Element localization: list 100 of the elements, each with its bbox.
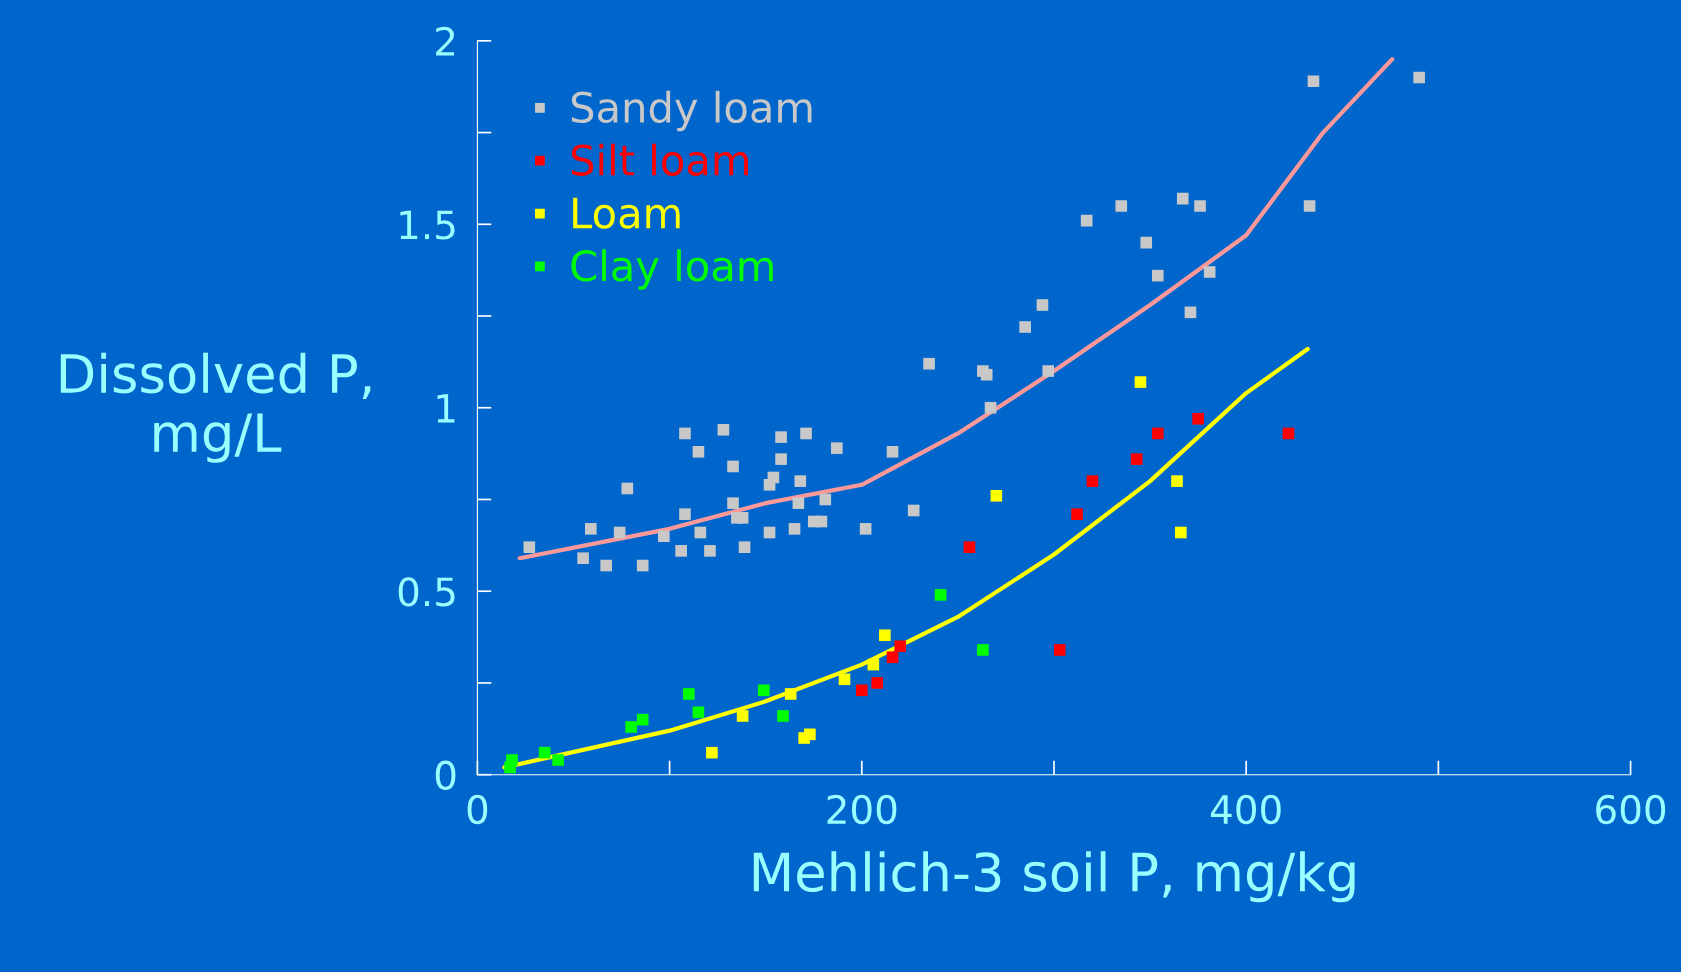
point bbox=[636, 559, 649, 572]
point bbox=[867, 658, 880, 671]
point bbox=[1080, 214, 1093, 227]
x-tick-label: 600 bbox=[1596, 794, 1666, 825]
point bbox=[1171, 475, 1183, 487]
point bbox=[800, 427, 812, 440]
point bbox=[977, 644, 989, 656]
point bbox=[679, 427, 691, 440]
point bbox=[1413, 71, 1425, 84]
point bbox=[727, 497, 739, 509]
point bbox=[584, 523, 597, 535]
point bbox=[694, 526, 707, 539]
point bbox=[894, 640, 907, 653]
point bbox=[886, 651, 899, 664]
point bbox=[831, 442, 843, 454]
legend-label: Sandy loam bbox=[571, 90, 812, 132]
point bbox=[763, 526, 776, 539]
point bbox=[1151, 269, 1164, 282]
point bbox=[736, 710, 749, 722]
x-tick-label: 400 bbox=[1210, 794, 1281, 825]
point bbox=[1042, 365, 1055, 377]
point bbox=[1130, 453, 1143, 465]
point bbox=[1140, 236, 1153, 249]
point bbox=[523, 541, 536, 553]
point bbox=[1151, 427, 1164, 440]
point bbox=[934, 589, 947, 601]
point bbox=[980, 368, 993, 381]
point bbox=[871, 677, 883, 689]
point bbox=[879, 629, 891, 642]
y-tick-label: 1.5 bbox=[400, 210, 455, 240]
point bbox=[1071, 508, 1083, 520]
point bbox=[658, 530, 670, 542]
point bbox=[1184, 306, 1197, 319]
point bbox=[1176, 192, 1189, 205]
point bbox=[577, 552, 589, 565]
point bbox=[1036, 299, 1049, 311]
point bbox=[777, 710, 789, 722]
point bbox=[819, 493, 832, 506]
point bbox=[1086, 475, 1099, 487]
point bbox=[600, 559, 612, 572]
legend-label: Loam bbox=[573, 197, 680, 229]
point bbox=[923, 357, 935, 370]
point bbox=[815, 515, 828, 528]
point bbox=[804, 728, 816, 741]
point bbox=[757, 684, 770, 697]
point bbox=[1203, 266, 1216, 278]
y-axis-title: Dissolved P, mg/L bbox=[60, 352, 371, 463]
point bbox=[990, 490, 1003, 502]
y-tick-label: 0 bbox=[435, 760, 456, 791]
point bbox=[775, 453, 787, 465]
point bbox=[775, 431, 787, 443]
point bbox=[838, 673, 851, 686]
x-tick-label: 200 bbox=[827, 794, 897, 825]
point bbox=[679, 508, 691, 520]
y-tick-label: 0.5 bbox=[398, 577, 455, 607]
point bbox=[788, 523, 801, 535]
point bbox=[706, 746, 718, 759]
legend-label: Silt loam bbox=[571, 143, 748, 176]
point bbox=[792, 497, 805, 509]
point bbox=[727, 460, 739, 473]
point bbox=[963, 541, 976, 553]
point bbox=[552, 754, 564, 766]
point bbox=[1115, 200, 1128, 212]
point bbox=[675, 545, 687, 557]
point bbox=[984, 401, 997, 414]
point bbox=[736, 512, 749, 524]
point bbox=[683, 688, 695, 700]
point bbox=[613, 526, 626, 539]
y-tick-label: 1 bbox=[437, 394, 455, 423]
point bbox=[1194, 200, 1206, 212]
point bbox=[625, 721, 637, 733]
point bbox=[738, 541, 751, 553]
point bbox=[1053, 644, 1066, 656]
point bbox=[692, 445, 705, 458]
point bbox=[1019, 321, 1031, 333]
point bbox=[1134, 376, 1147, 388]
point bbox=[621, 482, 634, 495]
point bbox=[1307, 75, 1320, 87]
point bbox=[886, 445, 899, 458]
point bbox=[1175, 526, 1187, 539]
point bbox=[1303, 200, 1316, 212]
x-axis-title: Mehlich-3 soil P, mg/kg bbox=[753, 851, 1355, 903]
x-tick-label: 0 bbox=[467, 794, 488, 825]
point bbox=[794, 475, 807, 487]
point bbox=[1282, 427, 1295, 440]
line-series bbox=[517, 57, 1395, 561]
point bbox=[907, 504, 920, 517]
point bbox=[538, 746, 551, 759]
point bbox=[506, 754, 518, 766]
y-tick-label: 2 bbox=[436, 26, 455, 56]
point bbox=[859, 523, 872, 535]
point bbox=[704, 545, 716, 557]
point bbox=[767, 471, 780, 484]
point bbox=[717, 423, 730, 436]
point bbox=[784, 688, 797, 700]
point bbox=[692, 706, 705, 719]
point bbox=[855, 684, 868, 697]
legend-label: Clay loam bbox=[571, 249, 773, 290]
point bbox=[636, 713, 649, 726]
point bbox=[1192, 412, 1204, 425]
